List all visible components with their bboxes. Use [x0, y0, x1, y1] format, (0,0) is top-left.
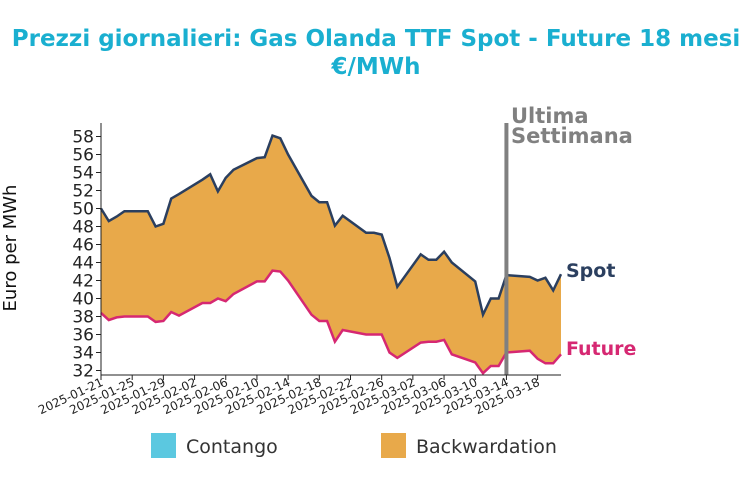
- legend: Contango Backwardation: [151, 433, 557, 458]
- legend-swatch-backwardation: [381, 433, 406, 458]
- y-tick-label: 32: [72, 362, 94, 382]
- y-tick-label: 38: [72, 308, 94, 328]
- y-axis-label: Euro per MWh: [0, 185, 21, 312]
- y-tick-label: 34: [72, 344, 94, 364]
- last-week-label-line1: Ultima: [511, 104, 589, 128]
- y-tick-label: 40: [72, 290, 94, 310]
- y-tick-label: 52: [72, 182, 94, 202]
- y-tick-label: 44: [72, 254, 94, 274]
- future-series-label: Future: [566, 338, 636, 360]
- y-tick-label: 48: [72, 218, 94, 238]
- backwardation-area: [101, 135, 561, 374]
- spot-series-label: Spot: [566, 260, 615, 282]
- y-tick-label: 58: [72, 128, 94, 148]
- y-tick-label: 54: [72, 164, 94, 184]
- y-tick-label: 56: [72, 146, 94, 166]
- last-week-label-line2: Settimana: [511, 124, 633, 148]
- y-tick-label: 36: [72, 326, 94, 346]
- y-tick-label: 46: [72, 236, 94, 256]
- legend-label-backwardation: Backwardation: [416, 436, 557, 458]
- x-axis: 2025-01-212025-01-252025-01-292025-02-02…: [36, 374, 561, 417]
- chart-title: Prezzi giornalieri: Gas Olanda TTF Spot …: [12, 26, 741, 52]
- legend-swatch-contango: [151, 433, 176, 458]
- plot-area: [99, 123, 563, 376]
- y-tick-label: 50: [72, 200, 94, 220]
- spot-line: [99, 134, 563, 319]
- legend-label-contango: Contango: [186, 436, 278, 458]
- future-line: [100, 269, 562, 376]
- y-tick-label: 42: [72, 272, 94, 292]
- chart-subtitle: €/MWh: [330, 54, 420, 80]
